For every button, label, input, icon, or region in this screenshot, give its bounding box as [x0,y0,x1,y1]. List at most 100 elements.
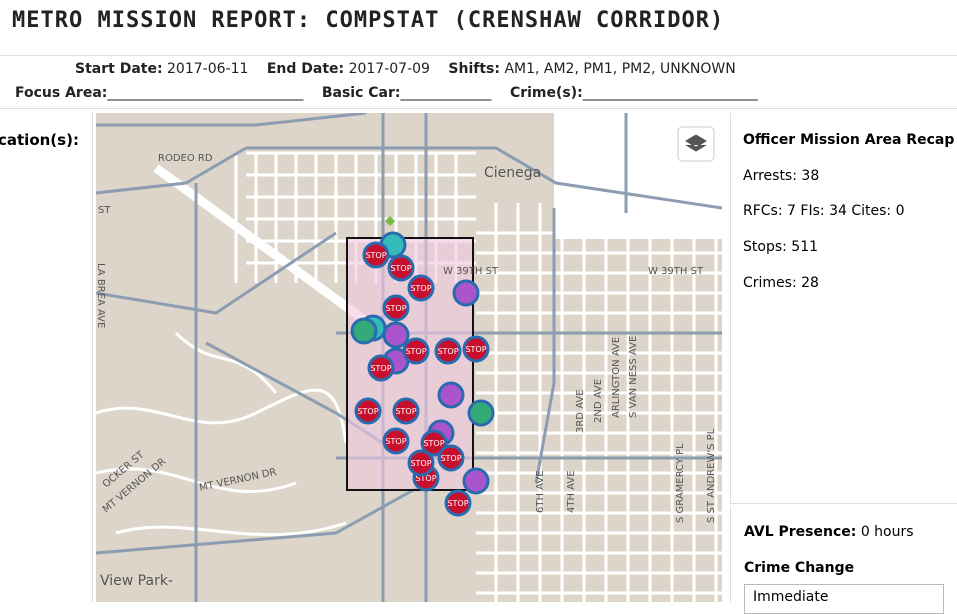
marker-label: STOP [415,474,436,483]
marker-ring [402,337,430,365]
stop-marker: STOP [382,427,410,455]
focus-row: Focus Area:____________________________ … [15,85,772,101]
stop-marker: STOP [387,254,415,282]
map-label: ARLINGTON AVE [611,337,622,418]
value: 0 [895,203,905,219]
major-road [96,481,427,555]
label: RFCs: [743,203,783,219]
recap-title: Officer Mission Area Recap [743,132,955,148]
curvy-streets [96,331,348,537]
major-road [246,146,722,210]
recap-panel: Officer Mission Area Recap Arrests: 38 R… [730,113,957,504]
map-label: W 39TH ST [443,266,499,277]
label: Stops: [743,239,787,255]
stat: Crimes: 28 [743,275,819,291]
map-label: 6TH AVE [535,470,546,513]
major-road [96,231,337,315]
marker-label: STOP [405,347,426,356]
layers-icon [685,134,707,152]
marker-label: STOP [357,407,378,416]
map-label: S VAN NESS AVE [628,336,639,418]
marker-ring [382,427,410,455]
stop-marker: STOP [420,429,448,457]
stop-marker: STOP [434,337,462,365]
label: Cites: [851,203,892,219]
marker-ring [434,337,462,365]
marker [452,279,480,307]
marker-ring [392,397,420,425]
value: 2017-07-09 [348,61,430,77]
stop-marker: STOP [407,449,435,477]
marker-label: STOP [365,251,386,260]
value: _____________ [400,85,492,101]
value: 2017-06-11 [167,61,249,77]
value: 38 [801,168,820,184]
value: 34 [829,203,847,219]
marker [437,381,465,409]
value: ____________________________ [107,85,304,101]
marker-ring [354,397,382,425]
map-label: W 39TH ST [648,266,704,277]
label: End Date: [266,61,345,77]
map-label: 2ND AVE [593,379,604,423]
stop-marker: STOP [367,354,395,382]
dropdown[interactable]: Immediate [744,584,944,614]
map-label: LA BREA AVE [96,263,106,328]
marker-ring [407,449,435,477]
stop-marker: STOP [354,397,382,425]
marker-label: STOP [410,459,431,468]
marker [467,399,495,427]
section-title: Crime Change [744,560,855,576]
marker-label: STOP [465,345,486,354]
label: Shifts: [448,61,500,77]
marker [350,317,378,345]
marker-label: STOP [437,347,458,356]
label: Arrests: [743,168,797,184]
label: Start Date: [75,61,163,77]
map[interactable]: RODEO RD Cienega W 39TH ST W 39TH ST ST LA BR… [96,113,722,602]
marker [382,321,410,349]
stat: RFCs: 7 FIs: 34 Cites: 0 [743,203,905,219]
value: AM1, AM2, PM1, PM2, UNKNOWN [504,61,736,77]
map-label: View Park- [100,573,173,589]
label: Crimes: [743,275,797,291]
label: AVL Presence: [744,524,857,540]
marker-label: STOP [385,304,406,313]
stat: Arrests: 38 [743,168,819,184]
stop-marker: STOP [402,337,430,365]
marker-label: STOP [385,437,406,446]
map-label: 3RD AVE [575,389,586,433]
marker-ring [382,294,410,322]
label: Crime(s): [509,85,583,101]
divider [0,108,957,109]
stop-marker: STOP [362,241,390,269]
stop-marker: STOP [392,397,420,425]
map-label: ST [98,205,111,216]
map-label: RODEO RD [158,153,213,164]
value: 28 [801,275,819,291]
marker-label: STOP [395,407,416,416]
marker-label: STOP [440,454,461,463]
value: 0 hours [860,524,914,540]
divider [0,55,957,56]
marker-ring [462,335,490,363]
stop-marker: STOP [437,444,465,472]
stop-marker: STOP [382,294,410,322]
label: FIs: [800,203,825,219]
map-label: S ST ANDREW'S PL [706,428,717,523]
marker-label: STOP [410,284,431,293]
stop-marker: STOP [407,274,435,302]
marker-label: STOP [447,499,468,508]
left-panel: cation(s): [0,113,93,602]
label: Basic Car: [321,85,401,101]
marker-ring [407,274,435,302]
marker-ring [367,354,395,382]
map-marker [385,216,395,226]
major-road [534,208,556,484]
avl-panel: AVL Presence: 0 hours Crime Change Immed… [730,506,957,614]
major-road [96,113,367,127]
map-label: S GRAMERCY PL [675,443,686,523]
label: Focus Area: [15,85,108,101]
marker-label: STOP [423,439,444,448]
marker-label: STOP [370,364,391,373]
